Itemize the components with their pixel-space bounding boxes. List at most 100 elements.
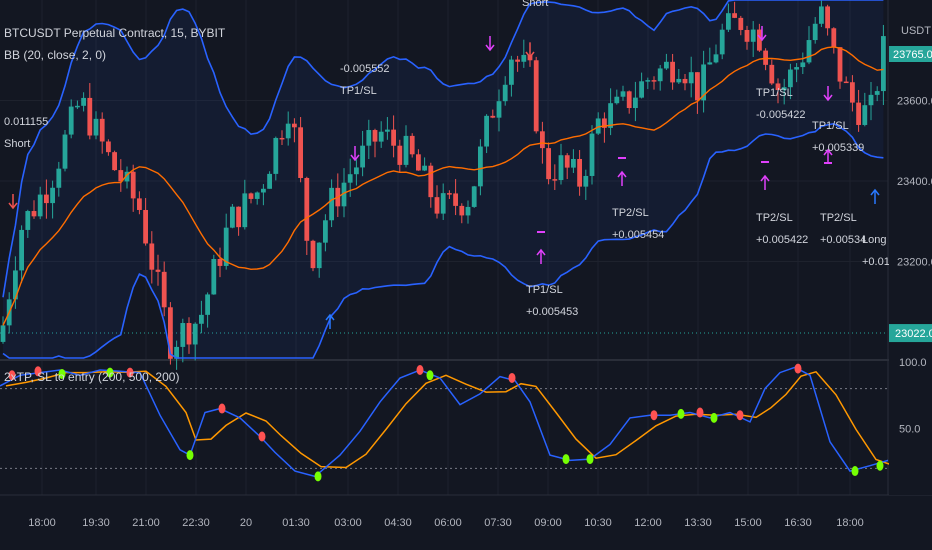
candle-body bbox=[583, 175, 589, 187]
bollinger-band-fill bbox=[3, 0, 884, 358]
candle-body bbox=[682, 78, 688, 84]
candle-body bbox=[447, 193, 452, 195]
candle-body bbox=[856, 102, 861, 125]
candle-body bbox=[372, 130, 378, 142]
candle-body bbox=[868, 94, 874, 106]
candle-body bbox=[75, 105, 80, 108]
oscillator-title[interactable]: 2xTP, SL to entry (200, 500, 200) bbox=[4, 370, 180, 384]
candle-body bbox=[124, 171, 130, 182]
candle-body bbox=[397, 145, 403, 165]
osc-tick-label: 50.0 bbox=[899, 424, 920, 436]
oscillator-pane bbox=[0, 363, 895, 482]
symbol-title[interactable]: BTCUSDT Perpetual Contract, 15, BYBIT bbox=[4, 26, 226, 40]
candle-body bbox=[744, 29, 750, 42]
price-axis[interactable]: USDT 23765.0 23600.0 23400.0 23200.0 23022.0 1… bbox=[889, 0, 932, 495]
candle-body bbox=[217, 259, 223, 266]
candle-body bbox=[180, 323, 186, 347]
candle-body bbox=[87, 97, 93, 136]
candle-body bbox=[850, 82, 855, 103]
time-tick-label: 19:30 bbox=[82, 517, 110, 529]
candle-body bbox=[645, 80, 651, 82]
arrow-head bbox=[536, 248, 546, 256]
candle-body bbox=[329, 187, 334, 221]
candle-body bbox=[192, 323, 198, 345]
candle-body bbox=[378, 131, 384, 142]
bb-area bbox=[3, 0, 884, 358]
annotation-text: TP1/SL bbox=[756, 87, 793, 99]
candle-body bbox=[614, 96, 620, 104]
bb-indicator-title[interactable]: BB (20, close, 2, 0) bbox=[4, 48, 107, 62]
price-tick-label: 23200.0 bbox=[897, 256, 932, 268]
candle-body bbox=[298, 127, 303, 178]
osc-red-marker bbox=[218, 403, 226, 414]
candle-body bbox=[670, 61, 675, 83]
candle-body bbox=[168, 307, 173, 359]
candle-body bbox=[831, 28, 837, 48]
candle-body bbox=[701, 64, 706, 101]
grid-lines bbox=[0, 0, 932, 496]
candle-body bbox=[608, 103, 613, 128]
osc-red-marker bbox=[126, 367, 134, 378]
time-axis[interactable]: 18:00 19:30 21:00 22:30 20 01:30 03:00 04:30 06:… bbox=[28, 517, 864, 529]
candle-body bbox=[62, 134, 68, 169]
osc-red-marker bbox=[794, 363, 802, 374]
candle-body bbox=[292, 123, 297, 128]
annotation-text: TP2/SL bbox=[820, 212, 857, 224]
annotation-text: -0.005552 bbox=[340, 63, 390, 75]
candle-body bbox=[50, 187, 55, 204]
candle-body bbox=[434, 197, 440, 214]
trade-signals bbox=[8, 26, 880, 329]
annotation-text: Short bbox=[522, 0, 548, 9]
candle-body bbox=[490, 115, 496, 118]
candle-body bbox=[788, 69, 793, 88]
candle-body bbox=[496, 101, 502, 118]
annotation-text: TP1/SL bbox=[526, 284, 563, 296]
candle-body bbox=[409, 135, 415, 155]
candle-body bbox=[230, 206, 235, 228]
candle-body bbox=[558, 155, 564, 181]
candle-body bbox=[205, 294, 210, 315]
candle-body bbox=[502, 84, 508, 102]
candle-body bbox=[341, 182, 347, 207]
candle-body bbox=[825, 6, 830, 29]
osc-tick-label: 100.0 bbox=[899, 357, 927, 369]
candle-body bbox=[595, 118, 601, 134]
arrow-head bbox=[760, 174, 770, 182]
candle-body bbox=[471, 186, 477, 207]
arrow-head bbox=[617, 170, 627, 178]
candle-body bbox=[403, 135, 409, 165]
candle-body bbox=[161, 271, 167, 308]
osc-red-marker bbox=[508, 372, 516, 383]
candle-body bbox=[459, 205, 465, 216]
candle-body bbox=[738, 17, 744, 30]
candle-body bbox=[428, 165, 434, 198]
candle-body bbox=[304, 177, 310, 241]
annotation-subtext: Short bbox=[4, 138, 30, 150]
candle-body bbox=[81, 97, 86, 106]
candle-body bbox=[515, 59, 520, 62]
candle-body bbox=[478, 146, 483, 187]
candle-body bbox=[695, 72, 700, 101]
candle-body bbox=[453, 193, 458, 206]
candle-body bbox=[422, 165, 427, 171]
osc-green-marker bbox=[106, 367, 114, 378]
candle-body bbox=[874, 91, 880, 95]
candle-body bbox=[837, 47, 843, 82]
osc-green-marker bbox=[710, 412, 718, 423]
candle-body bbox=[707, 62, 713, 65]
candle-body bbox=[13, 270, 18, 300]
candle-body bbox=[757, 29, 762, 51]
time-tick-label: 21:00 bbox=[132, 517, 160, 529]
candle-body bbox=[366, 130, 372, 146]
osc-green-marker bbox=[562, 454, 570, 465]
annotation-text: TP2/SL bbox=[612, 207, 649, 219]
candle-body bbox=[385, 129, 390, 132]
bb-upper-line bbox=[2, 0, 884, 298]
candle-body bbox=[149, 243, 155, 270]
candle-body bbox=[261, 188, 266, 193]
candle-body bbox=[19, 229, 24, 271]
candle-body bbox=[750, 29, 756, 42]
candle-body bbox=[143, 209, 148, 244]
candle-body bbox=[465, 206, 471, 216]
